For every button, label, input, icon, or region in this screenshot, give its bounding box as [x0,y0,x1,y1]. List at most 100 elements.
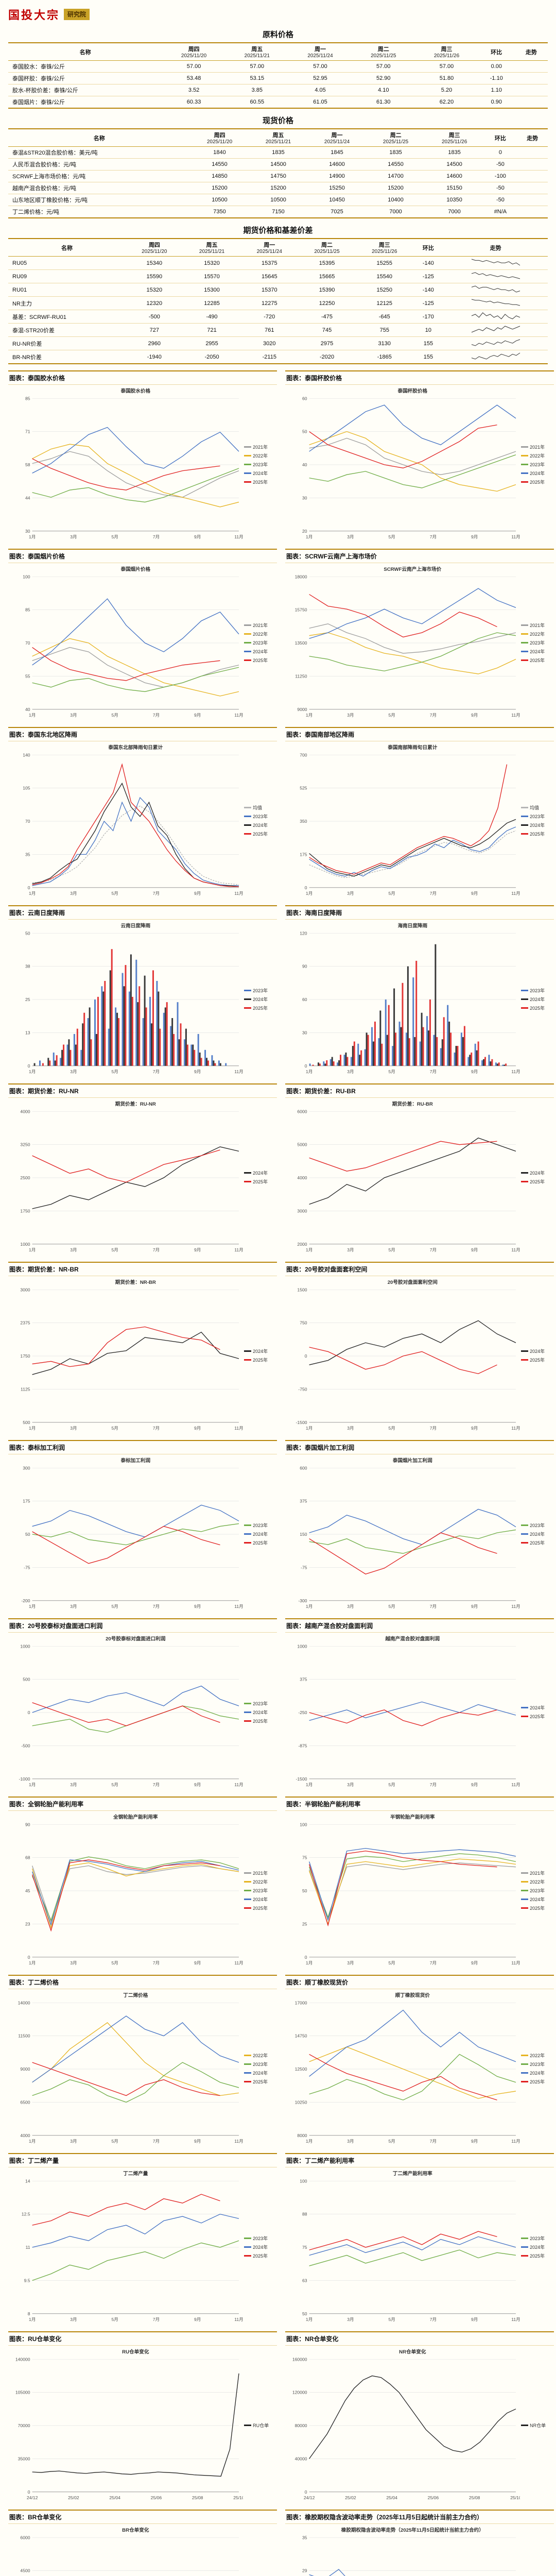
chart-panel-body: 160000 120000 80000 40000 0 24/12 25/02 25/04 25… [285,2346,554,2502]
svg-text:120000: 120000 [292,2390,307,2395]
table-cell: 4.10 [352,84,415,96]
table-cell: 57.00 [162,60,225,73]
table-cell: #N/A [483,206,517,218]
chart-legend: 2023年 2024年 2025年 [521,922,554,1076]
table-cell: 3.52 [162,84,225,96]
chart-panel-body: 14 12.5 11 9.5 8 1月 3月 5月 7月 9月 11月 丁二烯产量 2023年 2024年… [8,2167,277,2324]
svg-text:2500: 2500 [20,1175,30,1180]
svg-text:1月: 1月 [29,2139,36,2144]
table-cell: 14550 [190,158,249,171]
legend-swatch [244,1181,252,1182]
trend-sparkline [471,259,520,266]
table-row: 基差：SCRWF-RU01 -500 -490 -720 -475 -645 -170 [8,310,548,324]
chart-legend: 2023年 2024年 2025年 [244,2170,277,2324]
legend-swatch [244,1350,252,1352]
svg-text:3月: 3月 [347,2317,354,2322]
svg-text:7月: 7月 [153,1247,160,1252]
legend-label: 2024年 [530,1896,545,1902]
legend-swatch [244,989,252,991]
legend-label: 2023年 [530,462,545,467]
svg-text:300: 300 [23,1465,30,1470]
legend-item: 2025年 [244,2078,277,2085]
legend-item: 均值 [521,804,554,811]
chart-legend: 2024年 2025年 [521,1100,554,1255]
table-cell: -100 [483,170,517,182]
svg-text:0: 0 [28,1063,30,1069]
svg-text:11月: 11月 [234,1426,243,1431]
svg-text:7月: 7月 [153,2139,160,2144]
table-cell: 60.55 [225,96,289,109]
svg-text:7月: 7月 [153,1069,160,1074]
legend-label: 2025年 [253,1540,268,1546]
section-raw-material-prices: 原料价格 名称 周四 2025/11/20 周五 2025/11/21 周一 2025/11… [8,29,548,109]
svg-text:9月: 9月 [471,891,478,896]
svg-text:90: 90 [302,964,307,969]
legend-swatch [521,2055,529,2056]
legend-item: 2025年 [521,831,554,837]
chart-panel: 图表：越南产混合胶对盘面利润 1000 375 -250 -875 -1500 1月 3月 5月… [285,1618,554,1789]
chart-legend: 2022年 2023年 2024年 2025年 [521,1991,554,2146]
table-cell: 3130 [355,336,413,350]
svg-text:-75: -75 [301,1565,307,1570]
legend-label: 2024年 [253,1709,268,1715]
svg-text:1000: 1000 [297,1643,307,1649]
svg-text:5月: 5月 [111,1960,118,1965]
legend-swatch [244,1533,252,1535]
table-header-row: 名称 周四 2025/11/20 周五 2025/11/21 周一 2025/11/24 周二… [8,239,548,257]
svg-text:18000: 18000 [295,574,307,579]
legend-item: 2021年 [521,1870,554,1876]
legend-swatch [521,1181,529,1182]
table-cell: 2960 [125,336,183,350]
table-cell: 14700 [366,170,425,182]
legend-swatch [521,1889,529,1891]
svg-text:50: 50 [302,429,307,434]
svg-text:9月: 9月 [194,1426,201,1431]
svg-text:RU仓单变化: RU仓单变化 [122,2349,149,2355]
svg-text:80000: 80000 [295,2423,307,2428]
chart-panel-title: 图表：泰国烟片价格 [8,549,277,563]
spot-price-table: 名称 周四 2025/11/20 周五 2025/11/21 周一 2025/11/24 周二… [8,128,548,218]
column-header: 名称 [8,43,163,61]
legend-swatch [521,816,529,817]
legend-item: 2025年 [521,1357,554,1363]
svg-text:5月: 5月 [389,1247,395,1252]
trend-cell [443,350,548,364]
table-row: 丁二烯价格：元/吨 7350 7150 7025 7000 7000 #N/A [8,206,548,218]
legend-label: 2025年 [530,1179,545,1184]
svg-text:1月: 1月 [29,1960,36,1965]
svg-text:1月: 1月 [29,1247,36,1252]
legend-swatch [244,2055,252,2056]
legend-item: 均值 [244,804,277,811]
svg-text:7月: 7月 [430,1960,437,1965]
legend-item: 2025年 [244,1905,277,1911]
table-cell: 53.15 [225,72,289,84]
legend-label: 2024年 [530,996,545,1002]
chart-panel: 图表：半钢轮胎产能利用率 100 75 50 25 0 1月 3月 5月 7月 9月 11月 半钢轮胎产… [285,1797,554,1968]
table-cell: 4.05 [288,84,352,96]
legend-swatch [244,481,252,483]
legend-label: 2024年 [253,1531,268,1537]
trend-cell [514,72,548,84]
chart-panel-body: 100 85 70 55 40 1月 3月 5月 7月 9月 11月 泰国烟片价格 2021年 2022年… [8,563,277,720]
legend-item: 2025年 [521,2252,554,2259]
chart-canvas: 6000450030001500024/1225/0225/0425/0625/… [20,2527,239,2573]
svg-text:3月: 3月 [70,1247,77,1252]
legend-item: 2021年 [521,622,554,629]
legend-item: 2024年 [244,470,277,477]
svg-text:-875: -875 [298,1743,307,1748]
svg-text:0: 0 [305,885,307,890]
legend-item: 2025年 [521,1178,554,1185]
legend-item: 2024年 [244,648,277,655]
legend-label: 2023年 [530,2062,545,2067]
section-futures-prices: 期货价格和基差价差 名称 周四 2025/11/20 周五 2025/11/21 周一 20… [8,225,548,364]
column-header: 周五 2025/11/21 [249,129,308,147]
legend-swatch [521,454,529,456]
svg-text:750: 750 [300,1320,307,1326]
svg-text:3月: 3月 [347,891,354,896]
table-cell: 1835 [366,146,425,159]
svg-text:5月: 5月 [389,1069,395,1074]
legend-item: 2024年 [521,648,554,655]
legend-swatch [244,650,252,652]
table-cell: RU01 [8,283,126,297]
